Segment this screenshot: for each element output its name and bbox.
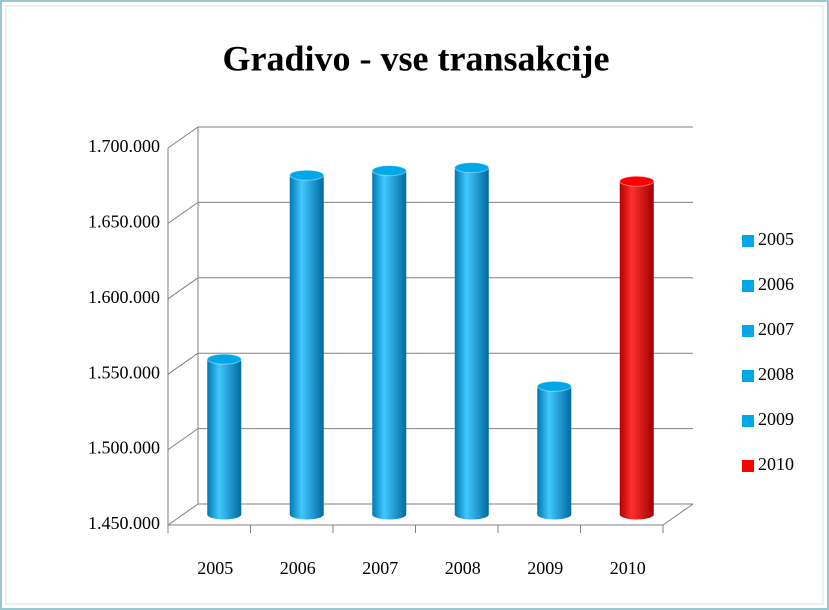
bar-top	[289, 169, 325, 181]
bar	[207, 359, 242, 515]
x-tick-label: 2006	[280, 558, 316, 578]
legend-swatch	[742, 415, 754, 427]
bar	[619, 181, 654, 515]
legend-label: 2008	[758, 364, 794, 384]
legend-label: 2007	[758, 319, 794, 339]
bar-top	[619, 175, 655, 187]
y-tick-label: 1.650.000	[88, 212, 160, 232]
bar	[537, 386, 572, 515]
legend-swatch	[742, 235, 754, 247]
tick-depth	[167, 277, 199, 300]
legend-swatch	[742, 370, 754, 382]
y-tick-label: 1.550.000	[88, 362, 160, 382]
legend-swatch	[742, 460, 754, 472]
tick-depth	[167, 352, 199, 375]
legend-swatch	[742, 325, 754, 337]
legend-label: 2010	[758, 454, 794, 474]
y-tick-label: 1.500.000	[88, 438, 160, 458]
legend-label: 2005	[758, 229, 794, 249]
x-tick-label: 2010	[610, 558, 646, 578]
tick-depth	[167, 428, 199, 451]
y-tick-label: 1.700.000	[88, 136, 160, 156]
legend-label: 2006	[758, 274, 794, 294]
tick-depth	[167, 126, 199, 149]
legend-label: 2009	[758, 409, 794, 429]
floor-right	[662, 503, 694, 526]
tick-depth	[167, 503, 199, 526]
bar-top	[454, 162, 490, 174]
x-tick-label: 2005	[197, 558, 233, 578]
inner-frame	[5, 5, 824, 605]
bar-top	[536, 380, 572, 392]
bar	[289, 175, 324, 515]
x-tick-label: 2008	[445, 558, 481, 578]
bar	[372, 170, 407, 515]
bar-top	[371, 165, 407, 177]
x-tick-label: 2007	[362, 558, 398, 578]
bar-top	[206, 353, 242, 365]
tick-depth	[167, 201, 199, 224]
x-tick-label: 2009	[527, 558, 563, 578]
y-tick-label: 1.600.000	[88, 287, 160, 307]
y-tick-label: 1.450.000	[88, 513, 160, 533]
chart-title: Gradivo - vse transakcije	[223, 38, 610, 78]
bar	[454, 167, 489, 515]
legend-swatch	[742, 280, 754, 292]
